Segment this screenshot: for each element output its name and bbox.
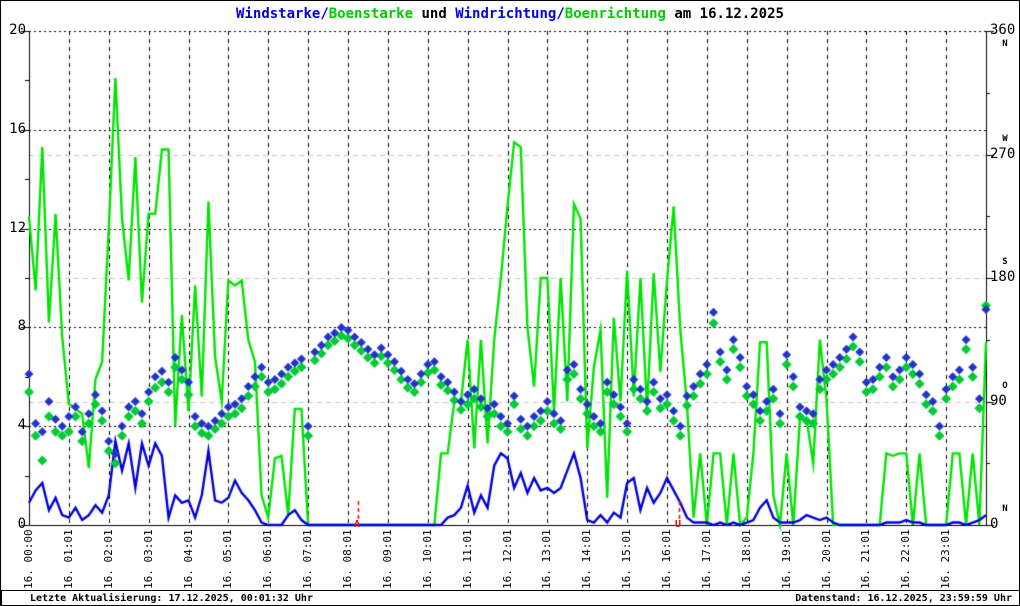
compass-letter: N	[1002, 504, 1008, 514]
x-axis-tick-label: 16. 16:01	[660, 529, 673, 589]
x-axis-tick-label: 16. 18:01	[739, 529, 753, 589]
x-axis-tick-label: 16. 13:01	[540, 529, 554, 589]
x-axis-tick-label: 16. 15:01	[620, 529, 634, 589]
x-axis-tick-label: 16. 11:01	[460, 529, 474, 589]
title-windstarke: Windstarke/	[236, 6, 329, 22]
x-axis-tick-label: 16. 10:01	[420, 529, 434, 589]
right-axis-tick-label: 360	[990, 22, 1016, 38]
last-update-text: Letzte Aktualisierung: 17.12.2025, 00:01…	[30, 593, 313, 604]
x-axis-tick-label: 16. 01:01	[61, 529, 75, 589]
x-axis-tick-label: 16. 17:01	[699, 529, 713, 589]
status-bar: Letzte Aktualisierung: 17.12.2025, 00:01…	[1, 590, 1019, 605]
data-state-text: Datenstand: 16.12.2025, 23:59:59 Uhr	[795, 593, 1012, 604]
x-axis-tick-label: 16. 09:01	[380, 529, 394, 589]
x-axis-tick-label: 16. 03:01	[141, 529, 155, 589]
x-axis-tick-label: 16. 21:01	[859, 529, 873, 589]
title-boenstarke: Boenstarke	[328, 6, 414, 22]
x-axis-tick-label: 16. 02:01	[101, 529, 115, 589]
right-axis-tick-label: 90	[990, 392, 1007, 409]
x-axis-tick-label: 16. 14:01	[580, 529, 594, 589]
x-axis-tick-label: 16. 07:01	[301, 529, 315, 589]
x-axis-tick-label: 16. 08:01	[341, 529, 354, 589]
compass-letter: N	[1002, 39, 1008, 49]
x-axis-tick-label: 16. 06:01	[261, 529, 275, 589]
chart-title: Windstarke/Boenstarke und Windrichtung/B…	[1, 6, 1019, 22]
left-axis-tick-label: 12	[9, 219, 26, 236]
x-axis-tick-label: 16. 19:01	[779, 529, 793, 589]
left-axis-tick-label: 4	[17, 417, 26, 434]
left-axis-tick-label: 0	[17, 516, 26, 532]
right-axis-tick-label: 0	[990, 516, 999, 532]
x-axis-tick-label: 16. 20:01	[819, 529, 833, 589]
x-axis-tick-label: 16. 00:00	[22, 529, 35, 589]
left-axis-tick-label: 20	[9, 22, 26, 38]
right-axis-tick-label: 270	[990, 145, 1016, 162]
title-und: und	[413, 6, 456, 22]
sun-marker-label: A	[353, 519, 360, 530]
compass-letter: S	[1002, 257, 1008, 267]
x-axis-tick-label: 16. 23:01	[939, 529, 953, 589]
x-axis-tick-label: 16. 12:01	[500, 529, 514, 589]
title-date: am 16.12.2025	[665, 6, 784, 22]
title-boenrichtung: Boenrichtung	[564, 6, 666, 22]
left-axis-tick-label: 8	[17, 318, 26, 335]
compass-letter: W	[1002, 133, 1008, 144]
left-axis-tick-label: 16	[9, 120, 26, 137]
compass-letter: O	[1002, 380, 1008, 391]
right-axis-tick-label: 180	[990, 269, 1016, 285]
x-axis-tick-label: 16. 22:01	[899, 529, 913, 589]
title-windrichtung: Windrichtung/	[455, 6, 565, 22]
sun-marker-label: U	[674, 519, 681, 530]
x-axis-tick-label: 16. 05:01	[221, 529, 235, 589]
x-axis-tick-label: 16. 04:01	[181, 529, 195, 589]
